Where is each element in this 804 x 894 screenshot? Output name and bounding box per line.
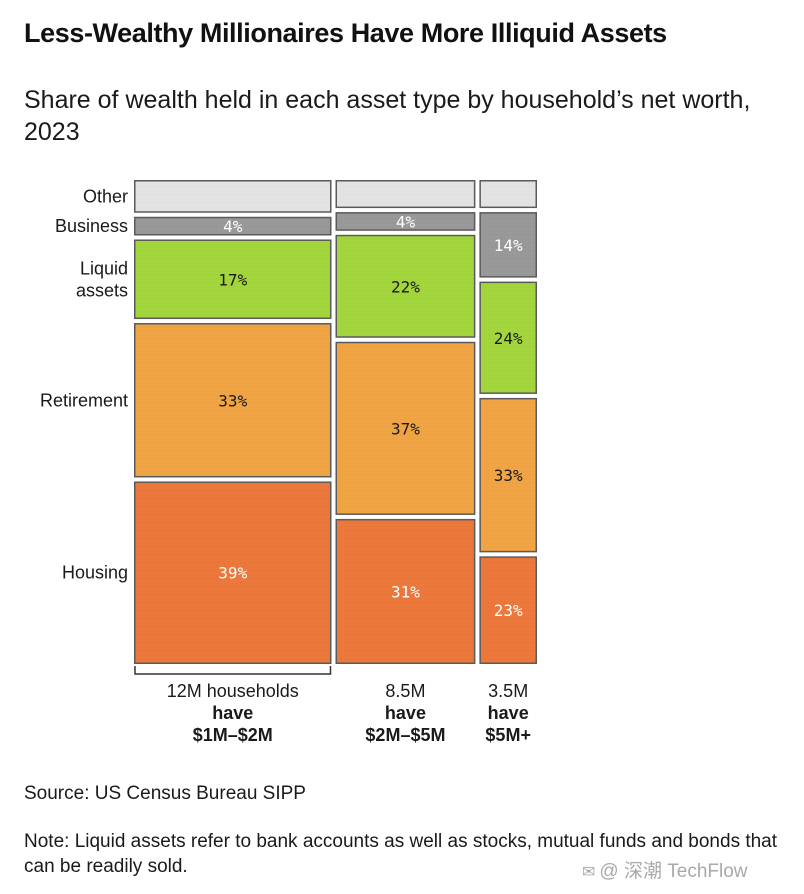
column-label-line: have bbox=[488, 703, 529, 723]
segment-business-col1: 4% bbox=[134, 216, 332, 236]
segment-other-col1 bbox=[134, 180, 332, 213]
segment-other-col2 bbox=[335, 180, 476, 209]
segment-retirement-col2: 37% bbox=[335, 341, 476, 515]
segment-texture bbox=[337, 213, 474, 230]
wechat-icon: ✉ bbox=[582, 864, 596, 881]
segment-texture bbox=[135, 181, 330, 212]
marimekko-chart: 4% 17% 33% 39% 4% 22% 37% 31% 14% 24% 33% 23% Other… bbox=[40, 180, 538, 745]
segment-value-label: 33% bbox=[218, 391, 247, 410]
segment-texture bbox=[480, 181, 536, 207]
chart-title: Less-Wealthy Millionaires Have More Illi… bbox=[24, 18, 667, 48]
column-label-line: have bbox=[212, 703, 253, 723]
segment-other-col3 bbox=[479, 180, 538, 209]
watermark-text: @ 深潮 TechFlow bbox=[599, 861, 748, 882]
segment-texture bbox=[135, 482, 330, 663]
source-note: Source: US Census Bureau SIPP bbox=[24, 783, 306, 804]
segment-value-label: 4% bbox=[396, 212, 416, 231]
column-label-line: $5M+ bbox=[485, 725, 531, 745]
segment-value-label: 33% bbox=[494, 466, 523, 485]
segment-retirement-col3: 33% bbox=[479, 397, 538, 553]
segment-value-label: 17% bbox=[218, 270, 247, 289]
segment-value-label: 39% bbox=[218, 564, 247, 583]
segment-texture bbox=[135, 240, 330, 318]
category-label-housing: Housing bbox=[62, 563, 128, 583]
segment-housing-col1: 39% bbox=[134, 481, 332, 665]
column-label-line: 8.5M bbox=[385, 681, 425, 701]
column-label-line: have bbox=[385, 703, 426, 723]
category-label-other: Other bbox=[83, 186, 128, 206]
segment-texture bbox=[480, 213, 536, 277]
category-label-liquid-assets: Liquid bbox=[80, 258, 128, 278]
footnote: Note: Liquid assets refer to bank accoun… bbox=[24, 831, 778, 877]
chart-subtitle: Share of wealth held in each asset type … bbox=[24, 86, 751, 146]
segment-texture bbox=[135, 324, 330, 476]
segment-texture bbox=[337, 236, 474, 337]
segment-liquid-assets-col3: 24% bbox=[479, 281, 538, 394]
column-label-line: $2M–$5M bbox=[365, 725, 445, 745]
segment-housing-col3: 23% bbox=[479, 556, 538, 664]
segment-texture bbox=[337, 520, 474, 663]
watermark: ✉ @ 深潮 TechFlow bbox=[582, 856, 748, 883]
segment-business-col3: 14% bbox=[479, 212, 538, 278]
column-bracket bbox=[134, 666, 332, 675]
column-label-line: 3.5M bbox=[488, 681, 528, 701]
category-label-business: Business bbox=[55, 216, 128, 236]
segment-value-label: 4% bbox=[223, 217, 243, 236]
segment-value-label: 14% bbox=[494, 236, 523, 255]
segment-texture bbox=[337, 343, 474, 514]
segment-texture bbox=[480, 283, 536, 393]
segment-value-label: 23% bbox=[494, 601, 523, 620]
category-label-liquid-assets: assets bbox=[76, 280, 128, 300]
segment-value-label: 31% bbox=[391, 582, 420, 601]
segment-liquid-assets-col2: 22% bbox=[335, 234, 476, 338]
segment-value-label: 37% bbox=[391, 419, 420, 438]
segment-housing-col2: 31% bbox=[335, 518, 476, 665]
segment-texture bbox=[480, 557, 536, 663]
segment-value-label: 22% bbox=[391, 277, 420, 296]
segment-texture bbox=[480, 399, 536, 551]
segment-value-label: 24% bbox=[494, 329, 523, 348]
segment-texture bbox=[337, 181, 474, 207]
column-label-line: 12M households bbox=[167, 681, 299, 701]
segment-texture bbox=[135, 218, 330, 234]
column-label-line: $1M–$2M bbox=[193, 725, 273, 745]
category-label-retirement: Retirement bbox=[40, 390, 128, 410]
segment-business-col2: 4% bbox=[335, 212, 476, 231]
segment-retirement-col1: 33% bbox=[134, 323, 332, 478]
segment-liquid-assets-col1: 17% bbox=[134, 239, 332, 320]
